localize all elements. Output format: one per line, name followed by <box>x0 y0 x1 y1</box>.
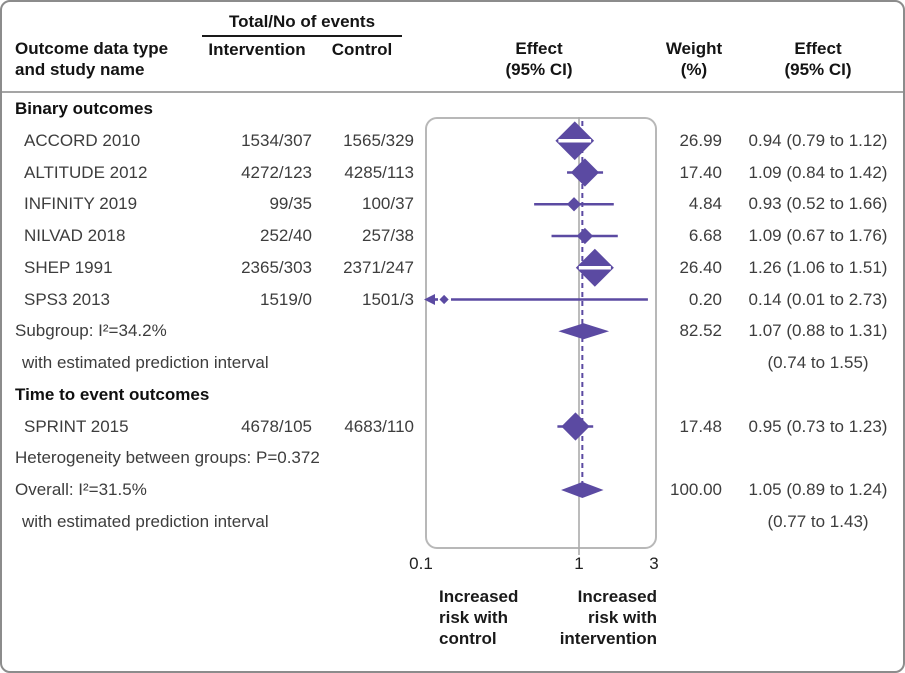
effect-value-with-estimated-prediction-interval: (0.74 to 1.55) <box>767 353 869 372</box>
effect-text-column-header: Effect (95% CI) <box>784 39 852 79</box>
weight-value-subgroup-i-34-2: 82.52 <box>679 321 722 341</box>
row-label-infinity-2019: INFINITY 2019 <box>24 194 138 214</box>
effect-value-infinity-2019: 0.93 (0.52 to 1.66) <box>748 194 888 214</box>
intervention-total-accord-2010: 1534/307 <box>241 130 312 150</box>
control-total-nilvad-2018: 257/38 <box>362 226 414 245</box>
plot-panel <box>425 117 657 549</box>
effect-value-accord-2010: 0.94 (0.79 to 1.12) <box>748 130 888 150</box>
effect-value-subgroup-i-34-2: 1.07 (0.88 to 1.31) <box>748 321 888 341</box>
intervention-total-sprint-2015: 4678/105 <box>241 416 312 436</box>
control-total-sprint-2015: 4683/110 <box>344 416 414 436</box>
outcome-column-header-line2: and study name <box>15 60 145 79</box>
control-total-altitude-2012: 4285/113 <box>344 162 414 182</box>
right-direction-note: Increased risk with intervention <box>559 587 657 648</box>
intervention-total-infinity-2019: 99/35 <box>269 194 312 214</box>
header-separator <box>2 91 903 93</box>
control-total-accord-2010: 1565/329 <box>343 130 414 150</box>
weight-value-accord-2010: 26.99 <box>679 130 722 150</box>
effect-value-with-estimated-prediction-interval: (0.77 to 1.43) <box>767 511 869 531</box>
control-total-sps3-2013: 1501/3 <box>362 289 414 309</box>
control-total-infinity-2019: 100/37 <box>362 194 414 214</box>
events-group-header: Total/No of events <box>202 11 402 37</box>
weight-column-header: Weight (%) <box>665 39 723 79</box>
section-label-time-to-event-outcomes: Time to event outcomes <box>15 384 210 404</box>
control-total-shep-1991: 2371/247 <box>343 257 414 277</box>
row-label-subgroup-i-34-2: Subgroup: I²=34.2% <box>15 321 167 341</box>
weight-value-sps3-2013: 0.20 <box>688 289 722 309</box>
effect-plot-column-header: Effect (95% CI) <box>505 39 573 79</box>
row-label-with-estimated-prediction-interval: with estimated prediction interval <box>22 353 269 372</box>
weight-value-overall-i-31-5: 100.00 <box>670 480 722 499</box>
effect-value-shep-1991: 1.26 (1.06 to 1.51) <box>748 257 888 277</box>
control-column-header: Control <box>331 40 393 59</box>
row-label-accord-2010: ACCORD 2010 <box>24 130 141 150</box>
effect-value-sps3-2013: 0.14 (0.01 to 2.73) <box>748 289 888 309</box>
row-label-shep-1991: SHEP 1991 <box>24 257 113 277</box>
row-label-nilvad-2018: NILVAD 2018 <box>24 226 126 245</box>
row-label-altitude-2012: ALTITUDE 2012 <box>24 162 148 182</box>
x-tick-1: 1 <box>574 554 584 573</box>
row-label-sprint-2015: SPRINT 2015 <box>24 416 129 436</box>
x-tick-3: 3 <box>649 554 659 573</box>
intervention-total-altitude-2012: 4272/123 <box>241 162 312 182</box>
row-label-sps3-2013: SPS3 2013 <box>24 289 111 309</box>
weight-value-nilvad-2018: 6.68 <box>688 226 722 245</box>
weight-value-sprint-2015: 17.48 <box>679 416 722 436</box>
row-label-with-estimated-prediction-interval: with estimated prediction interval <box>22 511 269 531</box>
weight-value-altitude-2012: 17.40 <box>679 162 722 182</box>
intervention-total-nilvad-2018: 252/40 <box>260 226 312 245</box>
weight-value-infinity-2019: 4.84 <box>688 194 722 214</box>
effect-value-sprint-2015: 0.95 (0.73 to 1.23) <box>748 416 888 436</box>
effect-value-altitude-2012: 1.09 (0.84 to 1.42) <box>748 162 888 182</box>
row-label-heterogeneity-between-groups-p-0-372: Heterogeneity between groups: P=0.372 <box>15 448 320 468</box>
left-direction-note: Increased risk with control <box>439 587 519 648</box>
effect-value-overall-i-31-5: 1.05 (0.89 to 1.24) <box>748 480 888 499</box>
row-label-overall-i-31-5: Overall: I²=31.5% <box>15 480 147 499</box>
outcome-column-header: Outcome data type and study name <box>15 38 168 80</box>
x-tick-0.1: 0.1 <box>409 554 433 573</box>
intervention-total-sps3-2013: 1519/0 <box>260 289 312 309</box>
intervention-column-header: Intervention <box>208 40 306 59</box>
effect-value-nilvad-2018: 1.09 (0.67 to 1.76) <box>748 226 888 245</box>
outcome-column-header-line1: Outcome data type <box>15 39 169 58</box>
intervention-total-shep-1991: 2365/303 <box>241 257 312 277</box>
section-label-binary-outcomes: Binary outcomes <box>15 99 153 118</box>
weight-value-shep-1991: 26.40 <box>679 257 722 277</box>
